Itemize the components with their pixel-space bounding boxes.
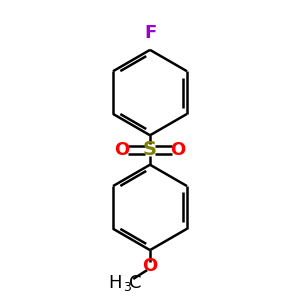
Text: 3: 3 [124,281,131,294]
Text: H: H [109,274,122,292]
Text: O: O [142,257,158,275]
Text: O: O [114,141,130,159]
Text: F: F [144,24,156,42]
Text: S: S [143,140,157,160]
Text: C: C [129,274,142,292]
Text: O: O [170,141,186,159]
